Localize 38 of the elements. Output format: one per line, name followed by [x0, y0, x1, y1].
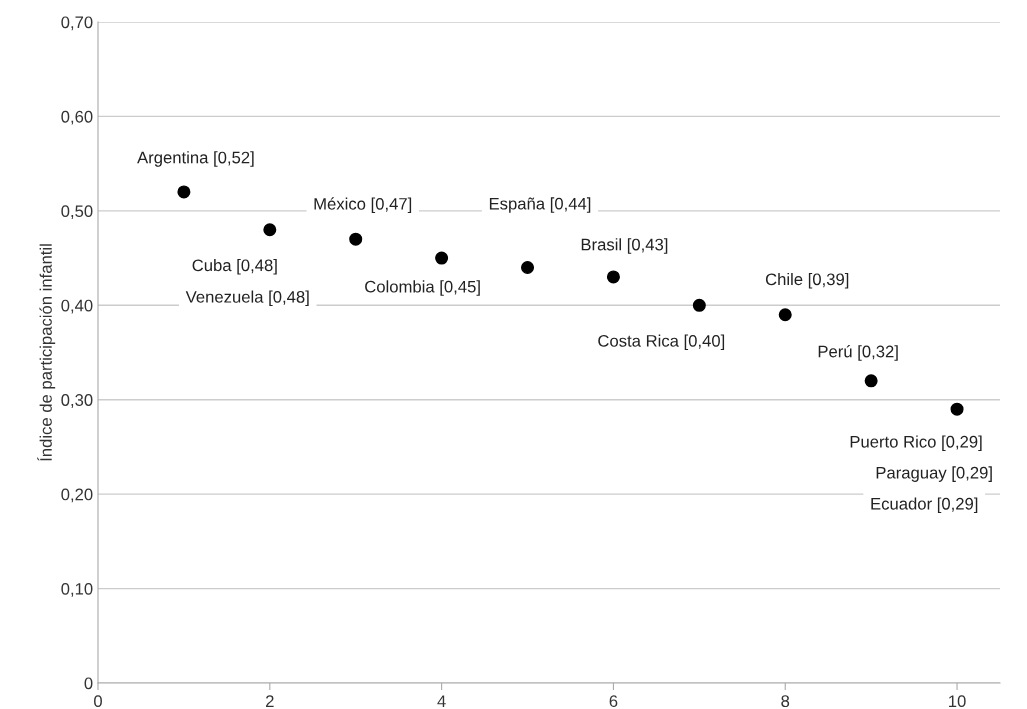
annotation: Paraguay [0,29] [876, 466, 992, 482]
y-tick-label: 0,40 [61, 299, 93, 314]
annotation: Perú [0,32] [818, 344, 898, 361]
y-tick-label: 0 [84, 677, 93, 690]
annotation: España [0,44] [489, 197, 591, 213]
x-tick-label: 4 [437, 695, 446, 707]
x-tick-label: 0 [94, 695, 102, 708]
annotation: México [0,47] [314, 197, 412, 214]
x-tick-label: 10 [949, 695, 966, 708]
y-tick-label: 0,30 [61, 394, 93, 408]
point [864, 374, 878, 388]
y-tick-label: 0,60 [61, 110, 93, 125]
annotation: Ecuador [0,29] [871, 497, 978, 513]
annotation: Cuba [0,48] [192, 258, 277, 275]
point [349, 232, 363, 246]
point [950, 402, 964, 416]
point [435, 251, 449, 265]
annotation: Colombia [0,45] [365, 280, 480, 296]
y-tick-label: 0,20 [61, 488, 93, 503]
point [263, 223, 277, 237]
annotation: Costa Rica [0,40] [598, 334, 725, 351]
y-axis-title: Índice de participación infantil [37, 244, 56, 461]
y-tick-label: 0,10 [61, 582, 93, 597]
y-tick-label: 0,50 [61, 205, 93, 220]
point [778, 308, 792, 322]
annotation: Venezuela [0,48] [185, 290, 309, 307]
x-tick-label: 6 [609, 695, 618, 708]
point [606, 270, 620, 284]
y-tick-label: 0,70 [61, 16, 93, 31]
x-tick-label: 2 [266, 695, 274, 707]
point [521, 261, 535, 275]
point [692, 298, 706, 312]
annotation: Argentina [0,52] [137, 151, 254, 167]
annotation: Chile [0,39] [765, 272, 849, 289]
annotation: Brasil [0,43] [581, 238, 668, 254]
annotation: Puerto Rico [0,29] [850, 435, 982, 451]
x-tick-label: 8 [781, 695, 790, 708]
point [177, 185, 191, 199]
